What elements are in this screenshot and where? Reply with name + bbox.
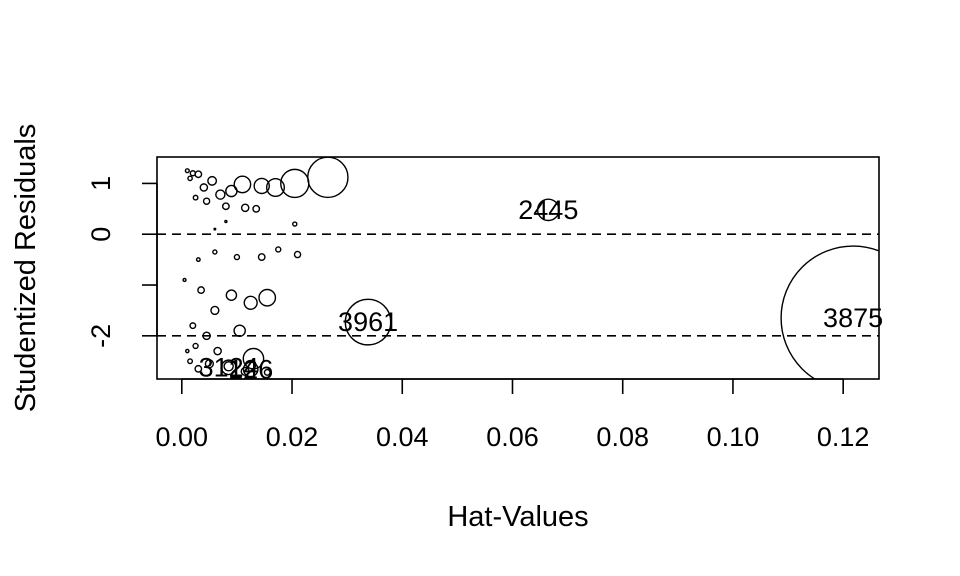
data-point bbox=[192, 194, 199, 201]
data-point bbox=[224, 219, 228, 224]
x-tick-label: 0.02 bbox=[266, 422, 319, 452]
data-point bbox=[182, 277, 187, 283]
data-point bbox=[253, 177, 270, 195]
data-point bbox=[292, 221, 298, 227]
data-point bbox=[225, 289, 238, 301]
y-tick-label: -2 bbox=[86, 324, 116, 348]
data-point bbox=[187, 175, 193, 182]
data-point bbox=[221, 202, 230, 211]
data-point bbox=[213, 346, 222, 356]
data-point bbox=[187, 358, 194, 365]
y-axis-title: Studentized Residuals bbox=[10, 124, 42, 413]
data-point bbox=[199, 183, 209, 192]
data-point bbox=[243, 295, 258, 310]
reference-lines bbox=[157, 233, 879, 337]
data-point bbox=[184, 168, 190, 174]
data-point bbox=[233, 175, 252, 194]
data-point bbox=[258, 288, 277, 307]
data-point bbox=[207, 175, 218, 186]
data-point-3124 bbox=[220, 359, 237, 376]
data-point bbox=[189, 170, 197, 177]
data-point bbox=[233, 253, 241, 261]
point-label-3875: 3875 bbox=[823, 303, 883, 333]
data-point bbox=[233, 324, 246, 338]
data-points bbox=[182, 157, 879, 379]
data-point bbox=[263, 368, 271, 376]
data-point bbox=[307, 157, 349, 199]
data-point bbox=[202, 197, 211, 205]
plot-frame bbox=[156, 156, 880, 380]
point-label-126: 126 bbox=[228, 354, 273, 384]
data-point bbox=[240, 203, 250, 213]
data-point bbox=[280, 168, 310, 199]
point-label-3124: 3124 bbox=[199, 352, 259, 382]
x-tick-label: 0.04 bbox=[376, 422, 429, 452]
data-point bbox=[204, 359, 215, 369]
data-point bbox=[240, 366, 250, 377]
data-point bbox=[195, 257, 201, 263]
data-point bbox=[215, 189, 226, 200]
x-tick-label: 0.00 bbox=[156, 422, 209, 452]
point-label-2445: 2445 bbox=[518, 195, 578, 225]
data-point-126 bbox=[242, 361, 259, 378]
data-point bbox=[223, 361, 234, 372]
y-axis: -2 0 1 bbox=[86, 176, 158, 348]
point-label-3961: 3961 bbox=[338, 307, 398, 337]
data-point bbox=[185, 348, 190, 354]
y-tick-label: 0 bbox=[86, 227, 116, 242]
x-tick-label: 0.08 bbox=[596, 422, 649, 452]
x-axis-title: Hat-Values bbox=[447, 501, 588, 533]
data-point bbox=[192, 342, 199, 350]
data-point bbox=[242, 347, 265, 370]
data-point bbox=[202, 331, 211, 341]
data-point bbox=[197, 286, 206, 295]
data-point bbox=[293, 250, 302, 259]
data-point bbox=[257, 253, 266, 261]
data-point bbox=[213, 227, 217, 231]
data-point bbox=[252, 204, 261, 213]
data-point bbox=[265, 177, 286, 197]
data-point bbox=[194, 170, 203, 179]
data-point bbox=[225, 184, 238, 198]
x-tick-label: 0.06 bbox=[486, 422, 539, 452]
data-point bbox=[275, 246, 282, 253]
data-point bbox=[210, 305, 220, 316]
data-point bbox=[189, 322, 197, 330]
data-point-3961 bbox=[344, 298, 392, 346]
data-point bbox=[212, 249, 218, 255]
y-tick-label: 1 bbox=[86, 176, 116, 191]
x-axis: 0.00 0.02 0.04 0.06 0.08 0.10 0.12 bbox=[156, 378, 870, 452]
x-tick-label: 0.12 bbox=[817, 422, 870, 452]
x-tick-label: 0.10 bbox=[707, 422, 760, 452]
data-point bbox=[194, 364, 203, 373]
data-point-3875 bbox=[780, 245, 879, 379]
data-point-2445 bbox=[536, 198, 560, 222]
